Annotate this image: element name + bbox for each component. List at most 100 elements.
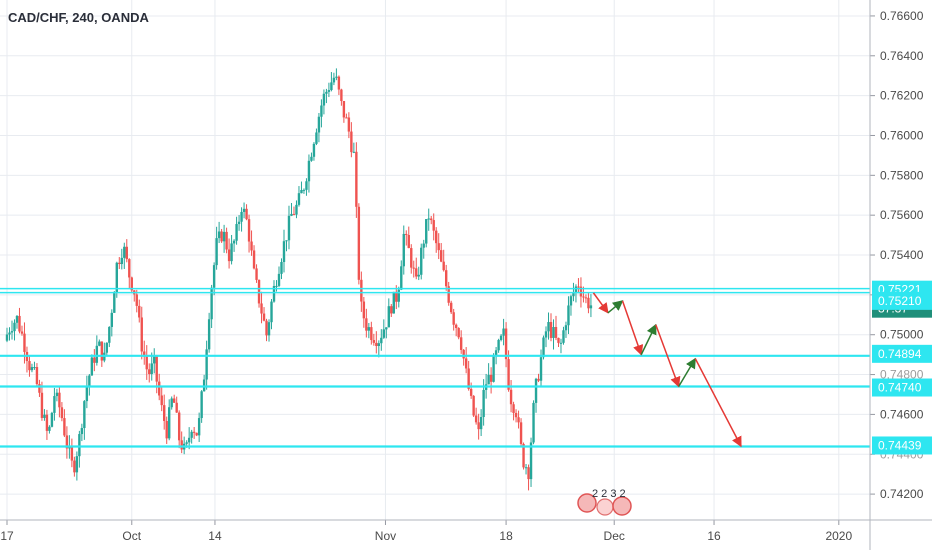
candle-body	[430, 218, 433, 221]
candle-body	[310, 156, 313, 161]
projection-arrow-down	[592, 292, 609, 314]
candle-body	[440, 250, 443, 262]
candle-body	[220, 231, 223, 242]
candle-body	[252, 250, 256, 269]
candle-body	[158, 381, 161, 396]
candle-body	[35, 367, 39, 385]
candle-body	[415, 268, 418, 277]
candle-body	[449, 302, 453, 313]
candle-body	[432, 220, 435, 231]
candle-body	[43, 414, 46, 418]
candle-body	[302, 189, 306, 191]
candle-body	[482, 389, 485, 418]
candle-body	[148, 369, 151, 375]
watermark-text: 2 2 3 2	[592, 488, 626, 500]
projection-arrow-up	[640, 323, 657, 355]
candle-body	[245, 208, 248, 220]
candle-body	[467, 368, 470, 389]
candle-body	[365, 318, 368, 331]
candle-body	[557, 337, 560, 343]
candle-body	[262, 313, 266, 321]
candle-body	[529, 442, 533, 480]
candle-body	[499, 335, 503, 340]
candle-body	[205, 349, 208, 380]
level-badge-bg	[872, 378, 932, 397]
candle-body	[390, 306, 393, 314]
candle-body	[392, 291, 395, 314]
candle-body	[472, 395, 475, 416]
x-tick-label: 2020	[825, 529, 852, 543]
candle-body	[447, 286, 450, 303]
candle-body	[559, 342, 563, 344]
candle-body	[212, 265, 216, 288]
candle-body	[562, 330, 565, 343]
level-badge-text: 0.75210	[878, 294, 922, 308]
candle-body	[185, 442, 188, 444]
tradingview-watermark: 2 2 3 2	[577, 488, 632, 516]
candle-body	[73, 460, 76, 473]
candle-body	[110, 312, 114, 327]
candle-body	[160, 395, 163, 406]
candle-body	[260, 303, 263, 314]
candle-body	[230, 243, 233, 262]
projection-arrow-up	[678, 357, 696, 387]
candle-body	[235, 224, 238, 241]
candle-body	[320, 105, 323, 117]
candle-body	[400, 266, 403, 290]
candle-body	[38, 384, 41, 393]
candle-body	[138, 305, 141, 318]
x-tick-label: Dec	[604, 529, 625, 543]
candle-body	[282, 241, 286, 263]
candle-body	[128, 259, 131, 278]
candle-body	[63, 418, 66, 436]
candle-body	[492, 356, 495, 382]
y-tick-label: 0.74800	[880, 368, 924, 382]
candle-body	[327, 90, 331, 92]
candle-body	[307, 160, 311, 182]
candle-body	[192, 431, 196, 433]
candle-body	[405, 233, 408, 236]
level-badge-bg	[872, 344, 932, 363]
candle-body	[95, 345, 99, 363]
candle-body	[13, 322, 16, 332]
candle-body	[407, 235, 410, 249]
projection-arrow-down	[621, 300, 644, 356]
candle-body	[564, 325, 568, 331]
candle-body	[425, 219, 428, 244]
candle-body	[589, 305, 593, 309]
candle-body	[352, 151, 356, 153]
candle-body	[514, 412, 518, 418]
candle-body	[48, 426, 51, 431]
candle-body	[143, 351, 146, 357]
candle-body	[479, 417, 483, 430]
candle-body	[23, 333, 26, 352]
candle-body	[287, 215, 291, 241]
candle-body	[457, 328, 460, 338]
candle-body	[355, 151, 358, 207]
candle-body	[207, 319, 211, 350]
candle-body	[58, 392, 61, 408]
candle-body	[464, 358, 468, 369]
grid-lines	[0, 0, 870, 520]
candle-body	[335, 76, 338, 78]
candle-body	[257, 279, 261, 304]
candle-body	[487, 374, 490, 385]
candle-body	[250, 241, 253, 251]
candle-body	[145, 356, 148, 370]
candle-body	[172, 398, 176, 403]
candle-body	[98, 341, 101, 346]
y-tick-label: 0.75000	[880, 328, 924, 342]
level-badge-bg	[872, 436, 932, 455]
candle-body	[372, 340, 376, 343]
candle-body	[322, 93, 326, 106]
candle-body	[342, 100, 346, 118]
candle-body	[380, 337, 383, 344]
candle-body	[5, 334, 9, 341]
tradingview-watermark-icon	[577, 493, 632, 516]
candle-body	[462, 349, 465, 359]
candle-body	[544, 331, 548, 338]
candle-body	[527, 467, 530, 480]
level-badge-bg	[872, 291, 932, 310]
